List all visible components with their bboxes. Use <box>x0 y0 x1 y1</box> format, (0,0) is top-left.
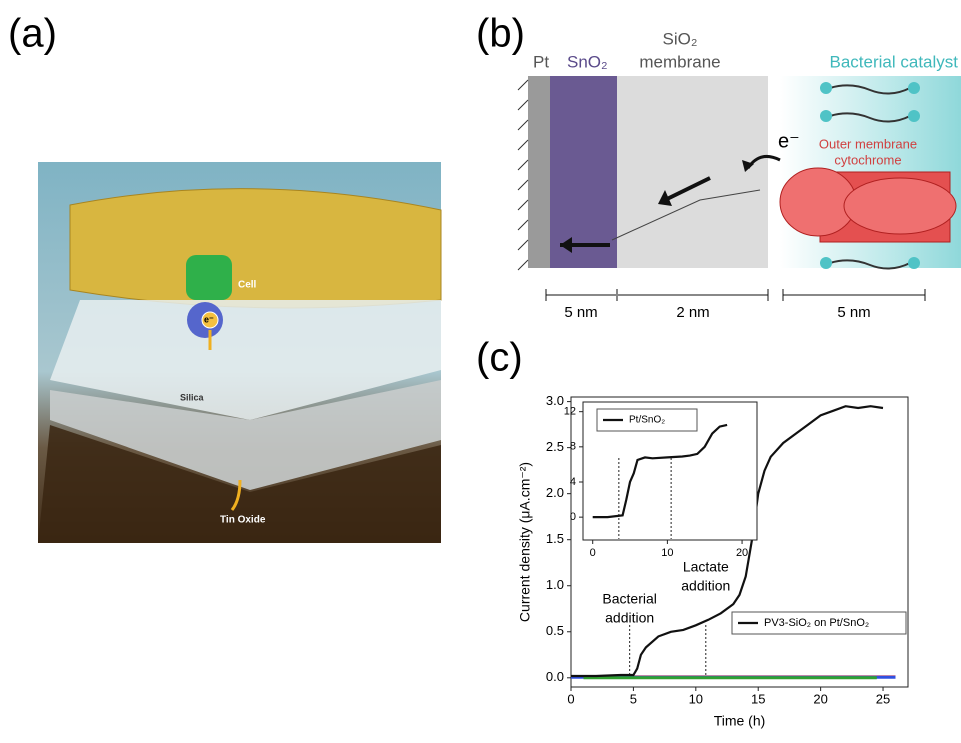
x-tick-label: 0 <box>590 547 596 559</box>
label: 5 nm <box>837 304 870 321</box>
annotation: addition <box>681 578 730 594</box>
x-tick-label: 0 <box>567 691 574 706</box>
label: Cell <box>238 280 257 291</box>
label: Outer membrane <box>819 136 917 151</box>
label: Pt <box>533 52 549 71</box>
panel-label: (a) <box>8 12 57 56</box>
label: 5 nm <box>564 304 597 321</box>
x-axis-label: Time (h) <box>714 713 766 729</box>
figure: (a) Cell e⁻ Silica Tin Oxide (b) <box>0 0 961 738</box>
y-tick-label: 1.0 <box>546 577 564 592</box>
schematic <box>518 76 961 301</box>
y-tick-label: 8 <box>570 441 576 453</box>
label: Silica <box>180 392 205 402</box>
y-tick-label: 4 <box>570 476 576 488</box>
annotation: Lactate <box>683 559 729 575</box>
x-tick-label: 5 <box>630 691 637 706</box>
y-tick-label: 0 <box>570 511 576 523</box>
y-tick-label: 0.0 <box>546 669 564 684</box>
label: SnO₂ <box>567 52 608 71</box>
label: SiO₂ <box>663 29 698 48</box>
y-tick-label: 2.5 <box>546 439 564 454</box>
legend-label: Pt/SnO₂ <box>629 415 665 426</box>
y-tick-label: 2.0 <box>546 485 564 500</box>
annotation: Bacterial <box>602 591 656 607</box>
x-tick-label: 10 <box>689 691 703 706</box>
annotation: addition <box>605 610 654 626</box>
y-tick-label: 3.0 <box>546 393 564 408</box>
x-tick-label: 20 <box>813 691 827 706</box>
x-tick-label: 15 <box>751 691 765 706</box>
illustration <box>38 162 441 543</box>
x-tick-label: 25 <box>876 691 890 706</box>
y-axis-label: Current density (μA.cm⁻²) <box>517 462 533 622</box>
x-tick-label: 10 <box>661 547 673 559</box>
panel-label: (c) <box>476 336 523 380</box>
y-tick-label: 0.5 <box>546 623 564 638</box>
label: Tin Oxide <box>220 515 266 526</box>
label: membrane <box>639 52 720 71</box>
y-tick-label: 1.5 <box>546 531 564 546</box>
label: cytochrome <box>834 152 901 167</box>
label: e⁻ <box>204 314 214 324</box>
y-tick-label: 12 <box>564 406 576 418</box>
x-tick-label: 20 <box>736 547 748 559</box>
label: 2 nm <box>676 304 709 321</box>
legend-label: PV3-SiO₂ on Pt/SnO₂ <box>764 617 869 629</box>
label: e⁻ <box>778 130 800 152</box>
panel-label: (b) <box>476 12 525 56</box>
label: Bacterial catalyst <box>830 52 959 71</box>
